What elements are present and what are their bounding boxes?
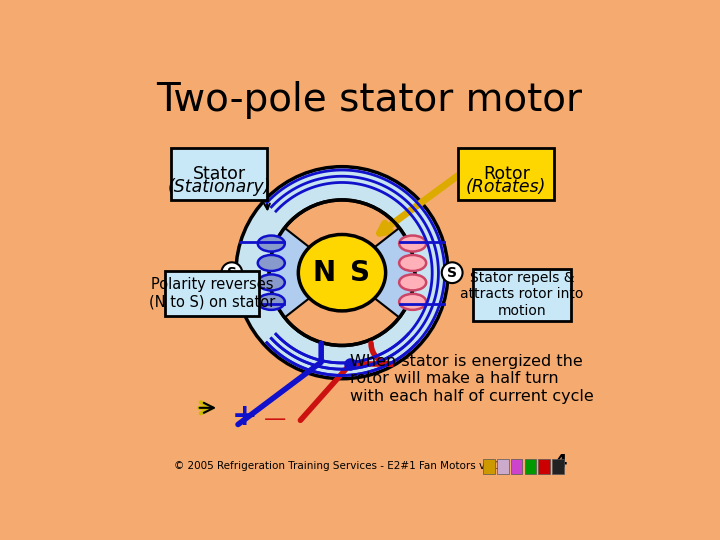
Text: Two-pole stator motor: Two-pole stator motor	[156, 82, 582, 119]
Ellipse shape	[258, 274, 285, 291]
Wedge shape	[342, 228, 415, 318]
Ellipse shape	[399, 235, 426, 252]
Ellipse shape	[258, 294, 285, 310]
Ellipse shape	[298, 234, 386, 311]
Text: S: S	[447, 266, 457, 280]
Ellipse shape	[258, 255, 285, 271]
Text: —: —	[264, 409, 287, 429]
Text: Rotor: Rotor	[483, 165, 530, 183]
Bar	[497, 458, 509, 474]
FancyBboxPatch shape	[473, 268, 571, 321]
FancyBboxPatch shape	[171, 148, 267, 200]
FancyBboxPatch shape	[459, 148, 554, 200]
Ellipse shape	[258, 235, 285, 252]
Text: When stator is energized the
rotor will make a half turn
with each half of curre: When stator is energized the rotor will …	[351, 354, 594, 403]
Text: © 2005 Refrigeration Training Services - E2#1 Fan Motors v1.1: © 2005 Refrigeration Training Services -…	[174, 462, 501, 471]
Circle shape	[221, 262, 242, 283]
Bar	[524, 458, 536, 474]
Text: 4: 4	[554, 454, 567, 471]
Text: (Stationary): (Stationary)	[168, 178, 271, 196]
Text: Polarity reverses
(N to S) on stator: Polarity reverses (N to S) on stator	[149, 278, 275, 309]
Text: N: N	[312, 259, 336, 287]
Bar	[552, 458, 564, 474]
Text: Stator: Stator	[193, 165, 246, 183]
FancyBboxPatch shape	[166, 271, 258, 316]
Text: S: S	[351, 259, 370, 287]
Bar	[483, 458, 495, 474]
Circle shape	[236, 167, 448, 379]
Ellipse shape	[399, 274, 426, 291]
Wedge shape	[269, 228, 342, 318]
Text: (Rotates): (Rotates)	[466, 178, 546, 196]
Ellipse shape	[399, 294, 426, 310]
Bar	[510, 458, 523, 474]
Circle shape	[269, 200, 415, 346]
Bar	[539, 458, 550, 474]
Text: S: S	[227, 266, 237, 280]
Text: Stator repels &
attracts rotor into
motion: Stator repels & attracts rotor into moti…	[460, 271, 583, 318]
Text: +: +	[231, 402, 257, 431]
Ellipse shape	[399, 255, 426, 271]
Circle shape	[442, 262, 462, 283]
